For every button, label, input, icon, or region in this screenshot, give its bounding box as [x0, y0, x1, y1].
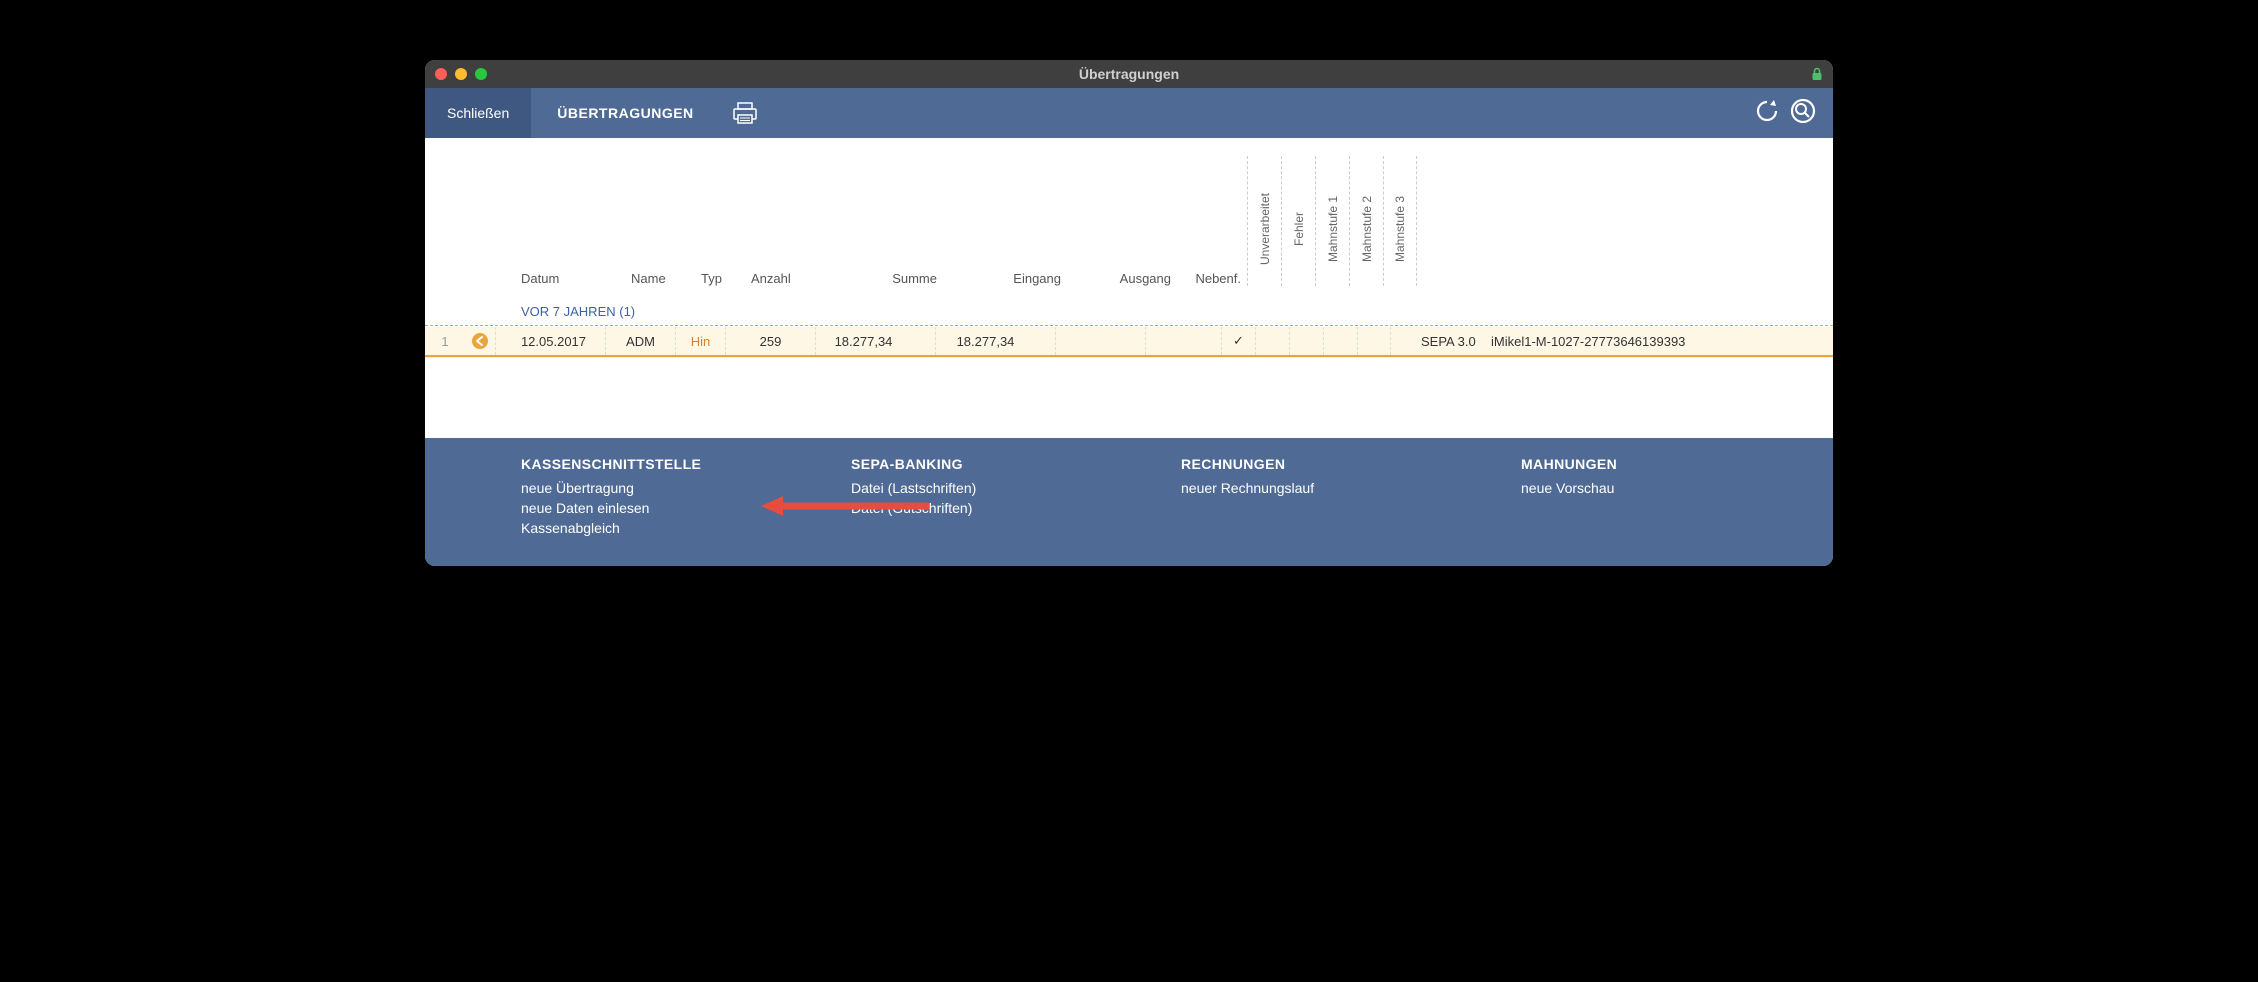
link-neuer-rechnungslauf[interactable]: neuer Rechnungslauf	[1181, 478, 1521, 498]
table-row[interactable]: 1 12.05.2017 ADM Hin 259 18.277,34 18.27…	[425, 327, 1833, 357]
lock-icon	[1811, 67, 1823, 81]
footer-col-mahnungen: MAHNUNGEN neue Vorschau	[1521, 456, 1737, 538]
section-title: ÜBERTRAGUNGEN	[531, 88, 719, 138]
col-name: Name	[631, 271, 701, 286]
cell-fehler	[1255, 327, 1289, 355]
toolbar: Schließen ÜBERTRAGUNGEN	[425, 88, 1833, 138]
arrow-left-circle-icon	[471, 332, 489, 350]
app-window: Übertragungen Schließen ÜBERTRAGUNGEN	[425, 60, 1833, 566]
col-mahn3: Mahnstufe 3	[1383, 156, 1417, 286]
refresh-button[interactable]	[1753, 97, 1781, 130]
link-kassenabgleich[interactable]: Kassenabgleich	[521, 518, 851, 538]
cell-summe: 18.277,34	[815, 327, 935, 355]
link-datei-lastschriften[interactable]: Datei (Lastschriften)	[851, 478, 1181, 498]
col-anzahl: Anzahl	[751, 271, 841, 286]
column-headers: Datum Name Typ Anzahl Summe Eingang Ausg…	[425, 138, 1833, 298]
link-neue-uebertragung[interactable]: neue Übertragung	[521, 478, 851, 498]
close-button-label: Schließen	[447, 105, 509, 121]
col-unverarbeitet: Unverarbeitet	[1247, 156, 1281, 286]
row-back-button[interactable]	[465, 332, 495, 350]
content-area: Datum Name Typ Anzahl Summe Eingang Ausg…	[425, 138, 1833, 438]
refresh-icon	[1753, 97, 1781, 125]
search-button[interactable]	[1789, 97, 1817, 130]
col-summe: Summe	[841, 271, 961, 286]
cell-name: ADM	[605, 327, 675, 355]
link-neue-daten-einlesen[interactable]: neue Daten einlesen	[521, 498, 851, 518]
titlebar: Übertragungen	[425, 60, 1833, 88]
col-typ: Typ	[701, 271, 751, 286]
close-button[interactable]: Schließen	[425, 88, 531, 138]
cell-nebenf	[1145, 327, 1215, 355]
search-icon	[1789, 97, 1817, 125]
col-fehler: Fehler	[1281, 156, 1315, 286]
cell-anzahl: 259	[725, 327, 815, 355]
col-datum: Datum	[521, 271, 631, 286]
footer-col-kassenschnittstelle: KASSENSCHNITTSTELLE neue Übertragung neu…	[521, 456, 851, 538]
cell-reference: iMikel1-M-1027-27773646139393	[1491, 334, 1833, 349]
traffic-lights	[435, 68, 487, 80]
col-mahn1: Mahnstufe 1	[1315, 156, 1349, 286]
footer-title: KASSENSCHNITTSTELLE	[521, 456, 851, 472]
footer: KASSENSCHNITTSTELLE neue Übertragung neu…	[425, 438, 1833, 566]
cell-datum: 12.05.2017	[495, 327, 605, 355]
cell-mahn2	[1323, 327, 1357, 355]
cell-unverarbeitet: ✓	[1221, 327, 1255, 355]
maximize-window-button[interactable]	[475, 68, 487, 80]
minimize-window-button[interactable]	[455, 68, 467, 80]
cell-typ: Hin	[675, 327, 725, 355]
cell-mahn1	[1289, 327, 1323, 355]
cell-ausgang	[1055, 327, 1145, 355]
footer-title: RECHNUNGEN	[1181, 456, 1521, 472]
close-window-button[interactable]	[435, 68, 447, 80]
footer-title: SEPA-BANKING	[851, 456, 1181, 472]
group-label: VOR 7 JAHREN (1)	[425, 298, 1833, 325]
col-ausgang: Ausgang	[1081, 271, 1171, 286]
print-button[interactable]	[720, 88, 770, 138]
footer-col-sepa: SEPA-BANKING Datei (Lastschriften) Datei…	[851, 456, 1181, 538]
row-index: 1	[425, 334, 465, 349]
col-nebenf: Nebenf.	[1171, 271, 1241, 286]
footer-col-rechnungen: RECHNUNGEN neuer Rechnungslauf	[1181, 456, 1521, 538]
printer-icon	[732, 101, 758, 125]
cell-sepa: SEPA 3.0	[1411, 334, 1491, 349]
empty-area	[425, 357, 1833, 417]
cell-eingang: 18.277,34	[935, 327, 1055, 355]
cell-mahn3	[1357, 327, 1391, 355]
link-neue-vorschau[interactable]: neue Vorschau	[1521, 478, 1737, 498]
col-mahn2: Mahnstufe 2	[1349, 156, 1383, 286]
footer-title: MAHNUNGEN	[1521, 456, 1737, 472]
window-title: Übertragungen	[425, 66, 1833, 82]
col-eingang: Eingang	[961, 271, 1081, 286]
link-datei-gutschriften[interactable]: Datei (Gutschriften)	[851, 498, 1181, 518]
vertical-columns: Unverarbeitet Fehler Mahnstufe 1 Mahnstu…	[1247, 156, 1417, 286]
